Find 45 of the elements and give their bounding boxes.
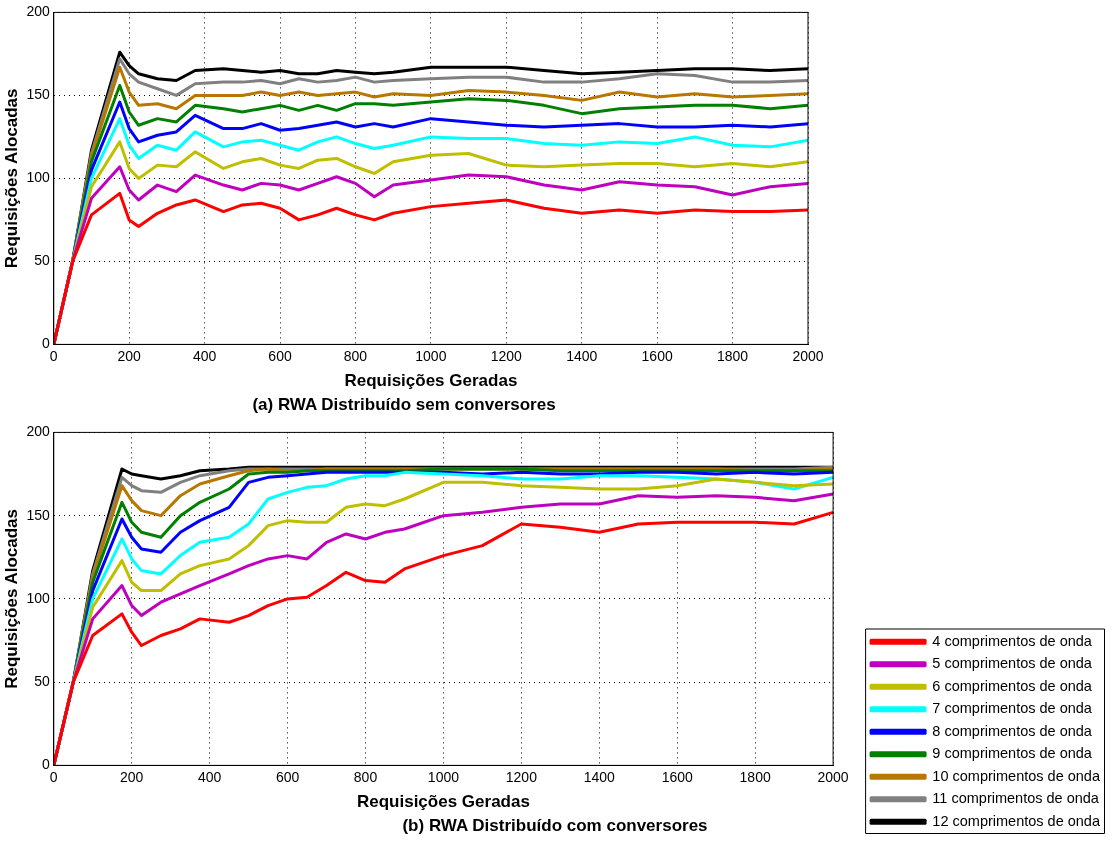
x-tick-label: 1000: [415, 347, 447, 364]
y-tick-label: 150: [26, 86, 50, 103]
legend-label: 9 comprimentos de onda: [932, 745, 1093, 762]
x-axis-title: Requisições Geradas: [356, 792, 530, 812]
x-tick-label: 1600: [661, 768, 694, 785]
x-tick-label: 1200: [505, 768, 538, 785]
x-tick-label: 1800: [739, 768, 771, 785]
x-tick-label: 400: [197, 768, 222, 785]
y-tick-label: 100: [26, 169, 50, 186]
x-tick-label: 1400: [566, 347, 598, 364]
x-tick-label: 2000: [817, 768, 849, 785]
legend-label: 5 comprimentos de onda: [932, 655, 1093, 672]
legend-label: 11 comprimentos de onda: [932, 790, 1100, 807]
x-axis-title: Requisições Geradas: [344, 371, 518, 391]
x-tick-label: 200: [120, 768, 144, 785]
x-tick-label: 400: [192, 347, 217, 364]
x-tick-label: 600: [275, 768, 300, 785]
legend-label: 6 comprimentos de onda: [932, 677, 1093, 694]
legend-label: 10 comprimentos de onda: [932, 767, 1101, 784]
legend-label: 12 comprimentos de onda: [932, 812, 1101, 829]
x-tick-label: 1000: [427, 768, 460, 785]
x-tick-label: 1800: [717, 347, 749, 364]
x-tick-label: 2000: [792, 347, 824, 364]
x-tick-label: 1200: [490, 347, 523, 364]
x-tick-label: 200: [117, 347, 142, 364]
x-tick-label: 600: [268, 347, 292, 364]
x-tick-label: 1400: [583, 768, 616, 785]
y-tick-label: 50: [34, 252, 50, 269]
text: (b) RWA Distribuído com conversores: [402, 816, 708, 836]
y-tick-label: 150: [26, 506, 50, 523]
legend-label: 4 comprimentos de onda: [932, 632, 1093, 649]
x-tick-label: 1600: [641, 347, 673, 364]
x-tick-label: 800: [343, 347, 368, 364]
y-tick-label: 0: [41, 335, 50, 352]
legend-label: 7 comprimentos de onda: [932, 700, 1093, 717]
text: (a) RWA Distribuído sem conversores: [252, 395, 556, 415]
legend-label: 8 comprimentos de onda: [932, 722, 1093, 739]
y-tick-label: 0: [41, 756, 50, 773]
y-tick-label: 100: [26, 589, 50, 606]
x-tick-label: 800: [353, 768, 378, 785]
y-tick-label: 200: [26, 423, 50, 440]
y-tick-label: 50: [34, 673, 50, 690]
y-axis-title: Requisições Alocadas: [1, 508, 21, 689]
y-axis-title: Requisições Alocadas: [1, 88, 21, 269]
y-tick-label: 200: [26, 3, 50, 20]
